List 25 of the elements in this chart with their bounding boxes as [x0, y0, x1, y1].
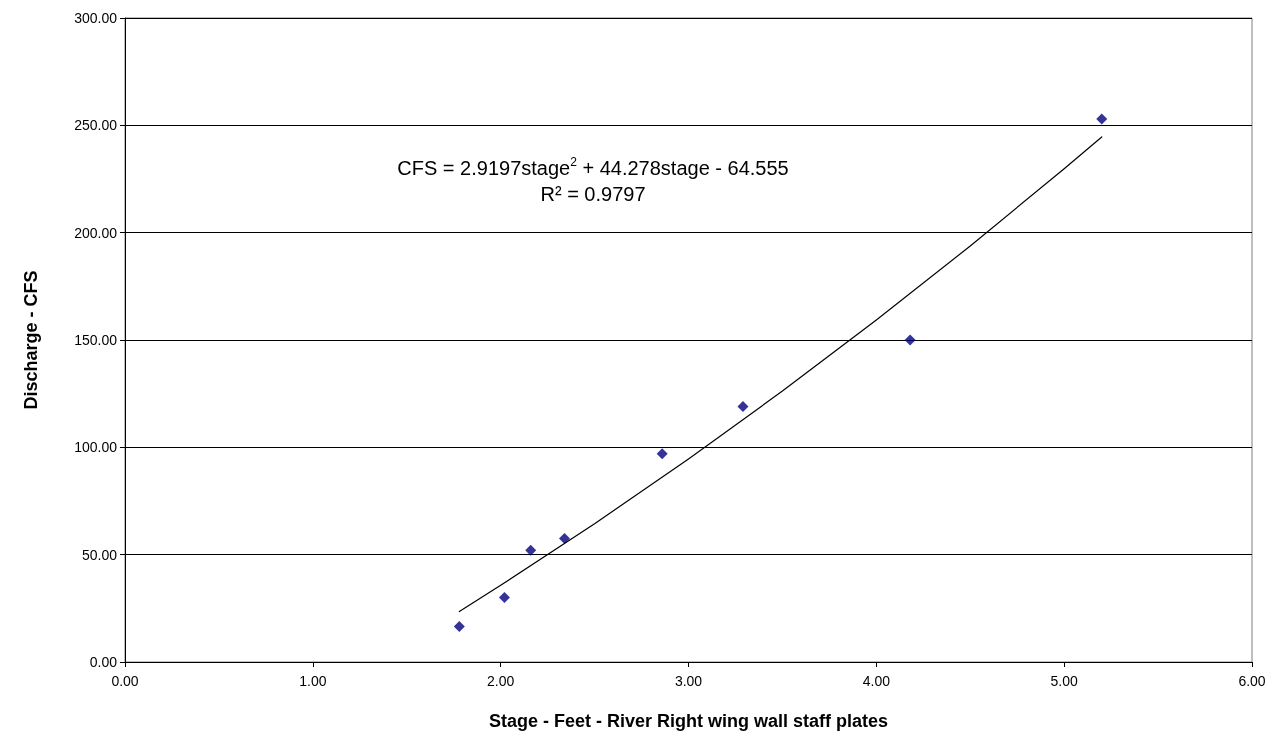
y-tick-label: 100.00 [74, 439, 118, 456]
y-tick-label: 0.00 [89, 654, 118, 670]
annotation: R² = 0.9797 [540, 183, 646, 205]
y-tick-label: 300.00 [74, 10, 118, 26]
x-axis-title: Stage - Feet - River Right wing wall staff plates [488, 711, 889, 731]
point [656, 448, 668, 460]
point [498, 592, 510, 604]
y-axis-title: Discharge - CFS [21, 270, 41, 410]
point [904, 334, 916, 346]
x-tick-label: 4.00 [862, 673, 891, 689]
y-tick-label: 250.00 [74, 117, 118, 134]
point [1096, 113, 1108, 125]
point [453, 621, 465, 633]
x-tick-label: 2.00 [487, 673, 515, 689]
y-tick-label: 150.00 [74, 332, 118, 348]
y-tick-label: 50.00 [81, 546, 118, 563]
x-tick-label: 0.00 [111, 673, 139, 689]
y-tick-label: 200.00 [74, 224, 118, 241]
x-tick-label: 1.00 [299, 673, 327, 689]
x-tick-label: 6.00 [1238, 673, 1266, 689]
x-tick-label: 5.00 [1050, 673, 1078, 689]
point [737, 401, 749, 413]
x-tick-label: 3.00 [674, 673, 703, 689]
point [525, 544, 537, 556]
point [559, 533, 571, 545]
